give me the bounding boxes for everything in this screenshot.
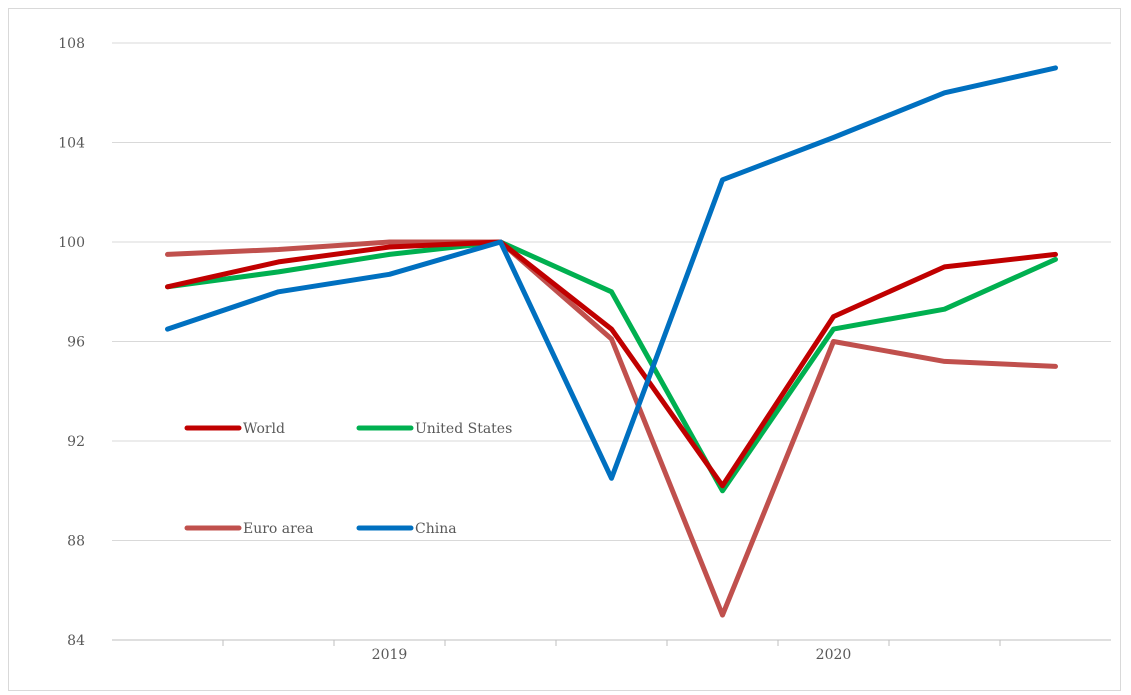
line-chart: 84 88 92 96 100 104 108 2019 2020 World United S…: [9, 9, 1122, 692]
x-tick-label: 2020: [816, 647, 852, 663]
y-tick-label: 88: [67, 534, 85, 550]
legend-label-euro-area: Euro area: [243, 521, 313, 537]
y-tick-label: 104: [58, 136, 85, 152]
series-line-china: [168, 68, 1056, 478]
y-axis: 84 88 92 96 100 104 108: [58, 36, 85, 649]
y-tick-label: 108: [58, 36, 85, 52]
series-line-world: [168, 242, 1056, 486]
legend: World United States Euro area China: [187, 421, 512, 537]
x-tick-label: 2019: [372, 647, 408, 663]
y-tick-label: 92: [67, 434, 85, 450]
legend-label-china: China: [415, 521, 457, 537]
x-axis: 2019 2020: [112, 640, 1111, 663]
series-line-euro-area: [168, 242, 1056, 615]
y-tick-label: 100: [58, 235, 85, 251]
y-tick-label: 96: [67, 335, 85, 351]
chart-frame: 84 88 92 96 100 104 108 2019 2020 World United S…: [8, 8, 1121, 691]
y-tick-label: 84: [67, 633, 85, 649]
legend-label-world: World: [243, 421, 285, 437]
legend-label-united-states: United States: [415, 421, 512, 437]
